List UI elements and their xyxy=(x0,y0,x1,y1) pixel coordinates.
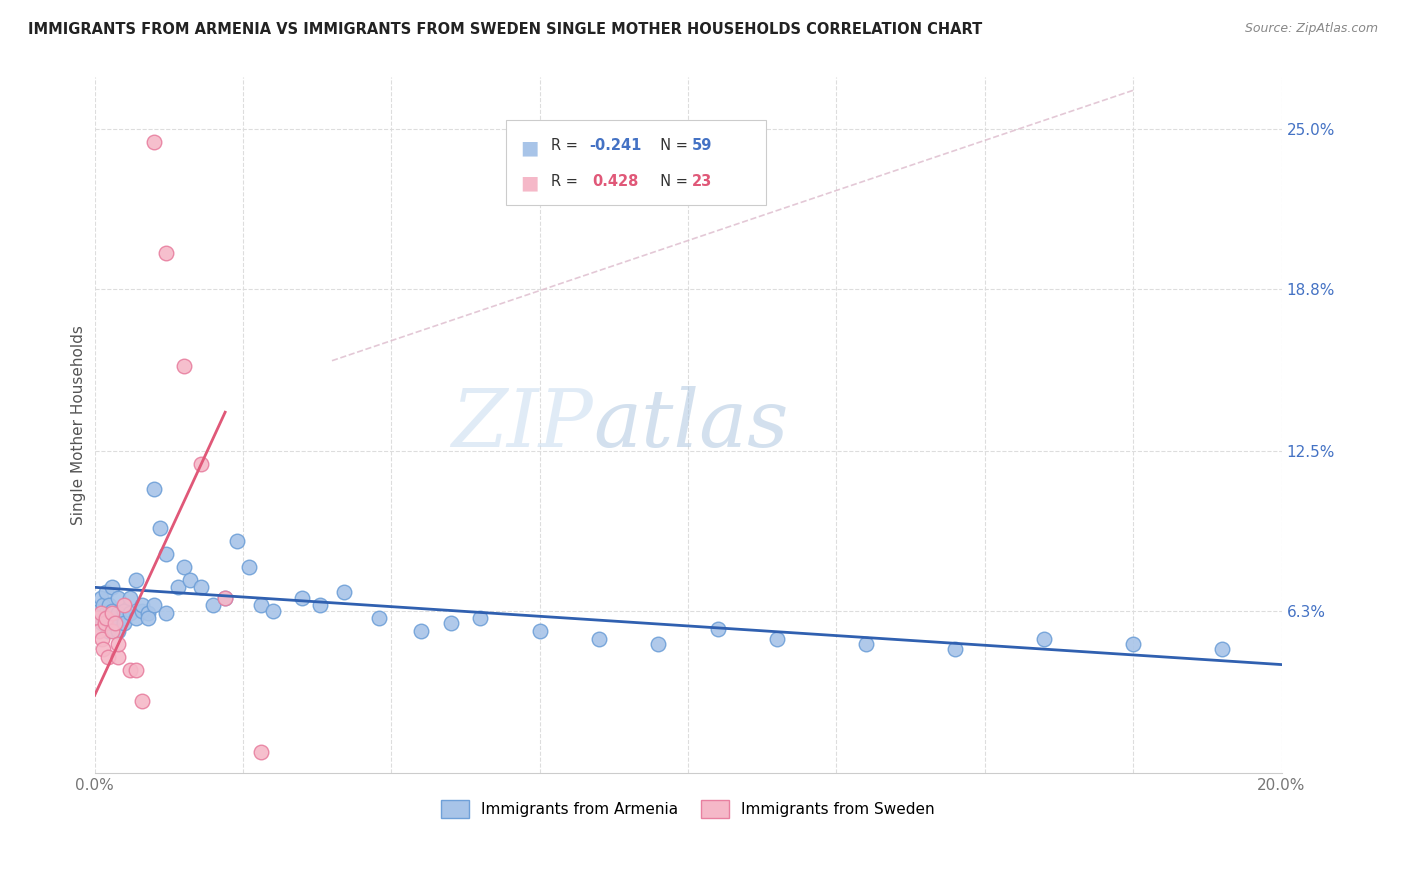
Point xyxy=(173,559,195,574)
Point xyxy=(155,245,177,260)
Point xyxy=(97,624,120,639)
Point xyxy=(101,606,124,620)
Point xyxy=(766,632,789,646)
Point xyxy=(142,483,165,497)
Point xyxy=(238,559,260,574)
Text: N =: N = xyxy=(651,138,693,153)
Point xyxy=(107,606,129,620)
Point xyxy=(131,603,153,617)
Point xyxy=(101,603,124,617)
Point xyxy=(107,649,129,664)
Point xyxy=(173,359,195,373)
Point xyxy=(190,580,212,594)
Text: IMMIGRANTS FROM ARMENIA VS IMMIGRANTS FROM SWEDEN SINGLE MOTHER HOUSEHOLDS CORRE: IMMIGRANTS FROM ARMENIA VS IMMIGRANTS FR… xyxy=(28,22,983,37)
Point xyxy=(120,591,142,605)
Point xyxy=(166,580,188,594)
Point xyxy=(120,606,142,620)
Point xyxy=(470,611,492,625)
Text: atlas: atlas xyxy=(593,386,789,464)
Point xyxy=(529,624,551,639)
Point xyxy=(93,599,115,613)
Point xyxy=(96,611,118,625)
Point xyxy=(943,642,966,657)
Point xyxy=(1033,632,1056,646)
Point xyxy=(136,606,159,620)
Point xyxy=(125,611,148,625)
Point xyxy=(94,616,117,631)
Point xyxy=(131,693,153,707)
Point xyxy=(94,611,117,625)
Point xyxy=(706,622,728,636)
Point xyxy=(90,616,112,631)
Point xyxy=(89,603,111,617)
Point xyxy=(309,599,332,613)
Point xyxy=(125,573,148,587)
Text: ■: ■ xyxy=(520,138,538,157)
Point xyxy=(409,624,432,639)
Point xyxy=(262,603,284,617)
Point xyxy=(96,585,118,599)
Point xyxy=(249,745,271,759)
Text: ZIP: ZIP xyxy=(451,386,593,464)
Point xyxy=(333,585,356,599)
Point xyxy=(855,637,877,651)
Point xyxy=(89,606,111,620)
Point xyxy=(179,573,201,587)
Point xyxy=(104,616,127,631)
Point xyxy=(291,591,314,605)
Point xyxy=(90,632,112,646)
Point xyxy=(368,611,391,625)
Point xyxy=(226,533,249,548)
Point xyxy=(155,547,177,561)
Text: Source: ZipAtlas.com: Source: ZipAtlas.com xyxy=(1244,22,1378,36)
Point xyxy=(112,611,135,625)
Legend: Immigrants from Armenia, Immigrants from Sweden: Immigrants from Armenia, Immigrants from… xyxy=(436,795,941,824)
Point xyxy=(89,624,111,639)
Text: R =: R = xyxy=(551,174,582,189)
Point xyxy=(96,606,118,620)
Point xyxy=(107,591,129,605)
Point xyxy=(136,611,159,625)
Point xyxy=(98,599,121,613)
Text: 23: 23 xyxy=(692,174,711,189)
Point xyxy=(112,616,135,631)
Text: -0.241: -0.241 xyxy=(589,138,641,153)
Point xyxy=(112,599,135,613)
Point xyxy=(155,606,177,620)
Point xyxy=(93,642,115,657)
Point xyxy=(588,632,610,646)
Text: R =: R = xyxy=(551,138,582,153)
Point xyxy=(101,580,124,594)
Point xyxy=(202,599,225,613)
Point xyxy=(1211,642,1233,657)
Y-axis label: Single Mother Households: Single Mother Households xyxy=(72,326,86,525)
Point xyxy=(142,599,165,613)
Text: N =: N = xyxy=(651,174,693,189)
Point xyxy=(1122,637,1144,651)
Point xyxy=(440,616,463,631)
Point xyxy=(125,663,148,677)
Point xyxy=(107,637,129,651)
Text: ■: ■ xyxy=(520,174,538,193)
Point xyxy=(101,616,124,631)
Point xyxy=(89,591,111,605)
Point xyxy=(190,457,212,471)
Point xyxy=(249,599,271,613)
Point xyxy=(214,591,236,605)
Point xyxy=(142,135,165,149)
Text: 59: 59 xyxy=(692,138,711,153)
Point xyxy=(97,649,120,664)
Point xyxy=(647,637,669,651)
Point xyxy=(101,624,124,639)
Point xyxy=(149,521,172,535)
Point xyxy=(86,611,108,625)
Point xyxy=(112,603,135,617)
Text: 0.428: 0.428 xyxy=(592,174,638,189)
Point xyxy=(104,611,127,625)
Point xyxy=(214,591,236,605)
Point xyxy=(131,599,153,613)
Point xyxy=(120,663,142,677)
Point xyxy=(107,624,129,639)
